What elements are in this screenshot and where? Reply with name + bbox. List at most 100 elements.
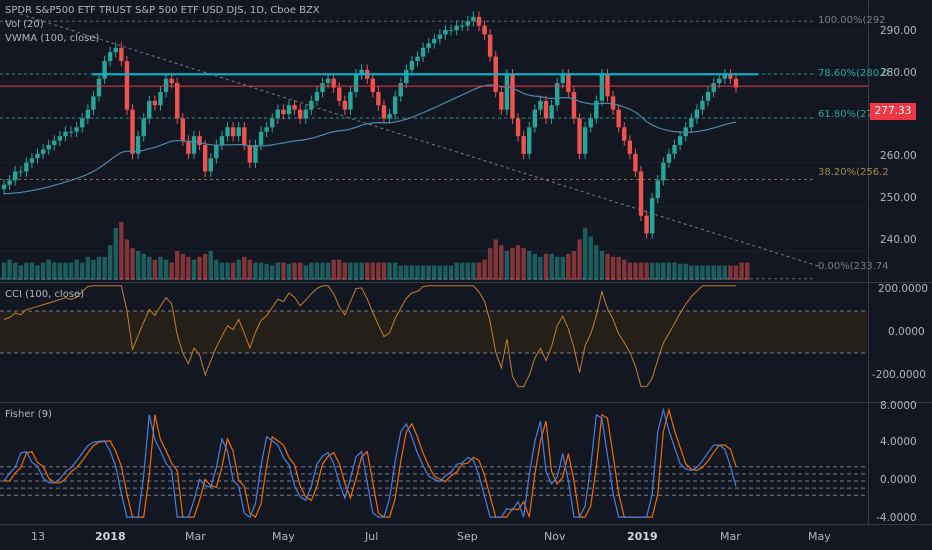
fisher-tick: 4.0000	[880, 436, 917, 448]
candle-body	[398, 83, 403, 97]
chart-canvas[interactable]	[0, 0, 868, 524]
volume-bar	[253, 262, 258, 280]
candle-body	[331, 78, 336, 88]
candle-body	[387, 114, 392, 119]
volume-bar	[666, 262, 672, 280]
candle-body	[392, 96, 398, 115]
candle-body	[297, 109, 303, 119]
time-scale[interactable]	[0, 524, 932, 550]
volume-bar	[141, 253, 146, 280]
symbol-title[interactable]: SPDR S&P500 ETF TRUST S&P 500 ETF USD DJ…	[5, 5, 320, 16]
volume-bar	[230, 262, 236, 280]
candle-body	[700, 100, 705, 110]
volume-bar	[314, 262, 320, 280]
candle-body	[158, 91, 163, 106]
volume-bar	[242, 256, 247, 280]
candle-body	[169, 78, 174, 84]
candle-body	[119, 47, 124, 62]
time-tick: Sep	[457, 530, 478, 543]
volume-bar	[527, 251, 532, 280]
volume-bar	[577, 239, 582, 280]
volume-bar	[57, 262, 63, 280]
candle-body	[638, 171, 644, 216]
volume-bar	[325, 262, 331, 280]
candle-body	[275, 109, 281, 119]
volume-bar	[225, 262, 230, 280]
price-tick: 260.00	[880, 150, 917, 162]
trend-line	[19, 13, 819, 267]
volume-legend[interactable]: Vol (20)	[5, 19, 44, 30]
volume-bar	[649, 262, 655, 280]
candle-body	[163, 78, 169, 92]
volume-bar	[270, 265, 275, 280]
volume-bar	[119, 222, 124, 280]
volume-bar	[387, 262, 392, 280]
volume-bar	[309, 262, 314, 280]
candle-body	[605, 74, 610, 97]
candle-body	[320, 83, 325, 92]
candle-body	[622, 127, 627, 141]
volume-bar	[655, 262, 660, 280]
time-tick: May	[808, 530, 831, 543]
candle-body	[487, 34, 493, 57]
volume-bar	[694, 265, 700, 280]
volume-bar	[102, 256, 107, 280]
candle-body	[96, 78, 102, 97]
candle-body	[63, 131, 68, 137]
volume-bar	[392, 262, 398, 280]
volume-bar	[96, 256, 102, 280]
candle-body	[610, 96, 616, 110]
price-scale[interactable]	[868, 0, 932, 524]
volume-bar	[504, 251, 510, 280]
fisher-legend[interactable]: Fisher (9)	[5, 409, 52, 420]
volume-bar	[236, 259, 241, 280]
candle-body	[124, 61, 130, 110]
volume-bar	[85, 256, 91, 280]
volume-bar	[549, 253, 554, 280]
volume-bar	[661, 262, 666, 280]
time-tick: 2019	[627, 530, 658, 543]
pane-separator-fisher[interactable]	[0, 402, 932, 403]
volume-bar	[454, 262, 459, 280]
candle-body	[141, 118, 146, 137]
volume-bar	[432, 265, 437, 280]
candle-body	[281, 109, 286, 115]
vwma-legend[interactable]: VWMA (100, close)	[5, 33, 100, 44]
candle-body	[543, 100, 549, 119]
candle-body	[532, 109, 538, 128]
candle-body	[471, 16, 476, 22]
volume-bar	[443, 265, 448, 280]
volume-bar	[471, 262, 476, 280]
price-tick: 240.00	[880, 234, 917, 246]
volume-bar	[163, 259, 169, 280]
candle-body	[381, 105, 387, 119]
volume-bar	[258, 262, 264, 280]
candle-body	[197, 136, 202, 145]
candle-body	[672, 145, 677, 154]
volume-bar	[482, 259, 487, 280]
candle-body	[443, 30, 448, 35]
volume-bar	[677, 263, 683, 280]
cci-legend[interactable]: CCI (100, close)	[5, 289, 85, 300]
candle-body	[135, 136, 141, 154]
volume-bar	[499, 245, 504, 280]
volume-bar	[622, 259, 627, 280]
candle-body	[733, 78, 739, 88]
pane-separator-cci[interactable]	[0, 282, 932, 283]
volume-bar	[359, 262, 364, 280]
volume-bar	[264, 263, 269, 280]
candle-body	[46, 145, 51, 150]
volume-bar	[286, 263, 292, 280]
candle-body	[80, 118, 85, 128]
volume-bar	[130, 248, 135, 280]
candle-body	[74, 127, 79, 132]
candle-body	[705, 91, 711, 101]
volume-bar	[180, 253, 186, 280]
volume-bar	[437, 265, 443, 280]
candle-body	[253, 145, 258, 163]
cci-tick: -200.0000	[872, 369, 926, 381]
candle-body	[689, 118, 694, 128]
candle-body	[717, 78, 722, 84]
volume-bar	[29, 262, 35, 280]
candle-body	[554, 83, 560, 106]
